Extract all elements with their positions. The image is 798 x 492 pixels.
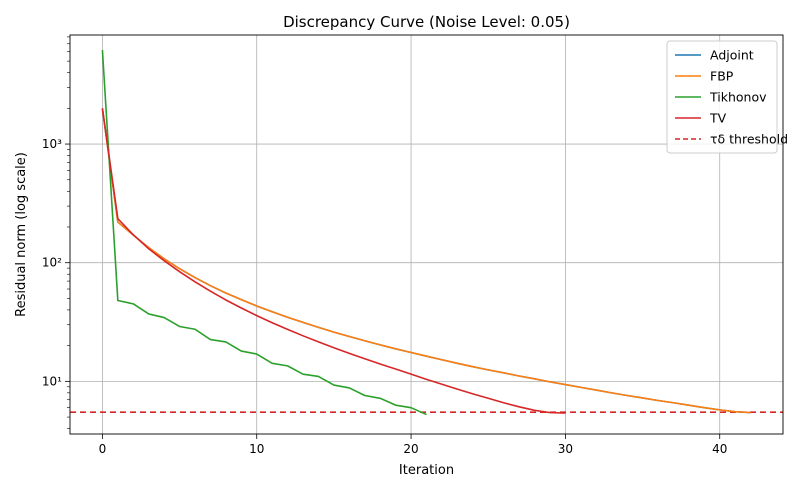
series-line-tv [101, 108, 566, 414]
x-tick-label: 30 [558, 442, 573, 456]
legend-label: τδ threshold [710, 132, 788, 147]
legend-label: TV [709, 111, 727, 126]
x-tick-label: 20 [403, 442, 418, 456]
series-line-tikhonov [101, 49, 427, 416]
series-layer [101, 49, 751, 416]
x-tick-label: 40 [712, 442, 727, 456]
x-tick-label: 10 [249, 442, 264, 456]
legend-label: Adjoint [710, 48, 754, 63]
y-axis: 10¹ 10² 10³ [42, 36, 70, 429]
legend-label: FBP [710, 69, 734, 84]
plot-frame [69, 34, 784, 435]
y-axis-label: Residual norm (log scale) [14, 152, 29, 317]
y-tick-label: 10¹ [42, 374, 62, 388]
y-tick-label: 10³ [42, 137, 62, 151]
legend-box [666, 40, 778, 154]
x-axis-label: Iteration [399, 463, 454, 478]
series-line-fbp [101, 108, 751, 414]
series-line-adjoint [101, 108, 751, 414]
chart-title: Discrepancy Curve (Noise Level: 0.05) [283, 13, 570, 31]
legend-label: Tikhonov [709, 90, 767, 105]
y-tick-label: 10² [42, 256, 62, 270]
x-axis: 0 10 20 30 40 [99, 434, 727, 456]
x-tick-label: 0 [99, 442, 107, 456]
legend: Adjoint FBP Tikhonov TV τδ threshold [666, 40, 788, 154]
